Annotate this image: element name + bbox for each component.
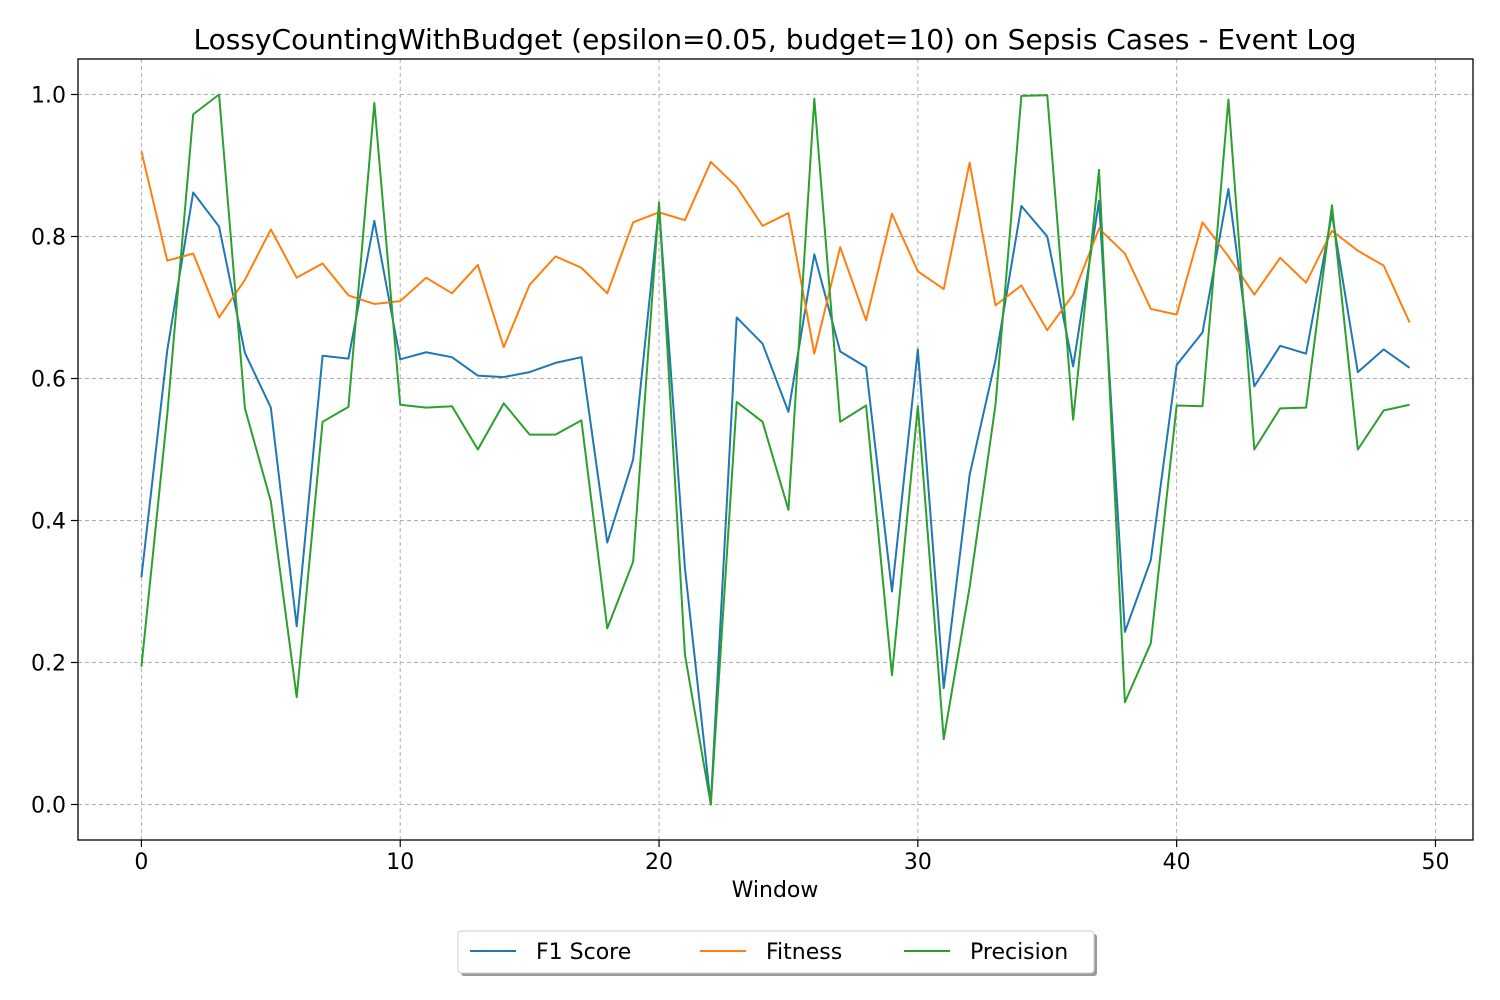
y-tick-label: 0.0	[31, 794, 66, 819]
series-line-fitness	[140, 151, 1411, 355]
gridlines	[78, 59, 1473, 840]
x-tick-label: 30	[904, 850, 932, 875]
legend-label-f1-score: F1 Score	[536, 940, 631, 965]
legend-label-precision: Precision	[970, 940, 1068, 965]
x-tick-label: 0	[134, 850, 148, 875]
legend-box	[457, 930, 1095, 974]
chart-title: LossyCountingWithBudget (epsilon=0.05, b…	[194, 23, 1357, 56]
plot-area-frame	[77, 58, 1474, 841]
x-tick-label: 20	[645, 850, 673, 875]
y-tick-label: 0.6	[31, 368, 66, 393]
x-tick-label: 50	[1421, 850, 1449, 875]
legend: F1 Score Fitness Precision	[457, 930, 1097, 976]
legend-label-fitness: Fitness	[766, 940, 842, 965]
series-line-f1-score	[140, 187, 1411, 806]
x-axis-ticks: 0 10 20 30 40 50	[134, 840, 1449, 875]
y-tick-label: 1.0	[31, 84, 66, 109]
series-lines	[140, 93, 1411, 806]
x-tick-label: 40	[1163, 850, 1191, 875]
y-tick-label: 0.2	[31, 652, 66, 677]
x-tick-label: 10	[386, 850, 414, 875]
x-axis-label: Window	[732, 878, 819, 903]
series-line-precision	[140, 93, 1410, 806]
y-tick-label: 0.8	[31, 226, 66, 251]
y-axis-ticks: 0.0 0.2 0.4 0.6 0.8 1.0	[31, 84, 78, 819]
y-tick-label: 0.4	[31, 510, 66, 535]
